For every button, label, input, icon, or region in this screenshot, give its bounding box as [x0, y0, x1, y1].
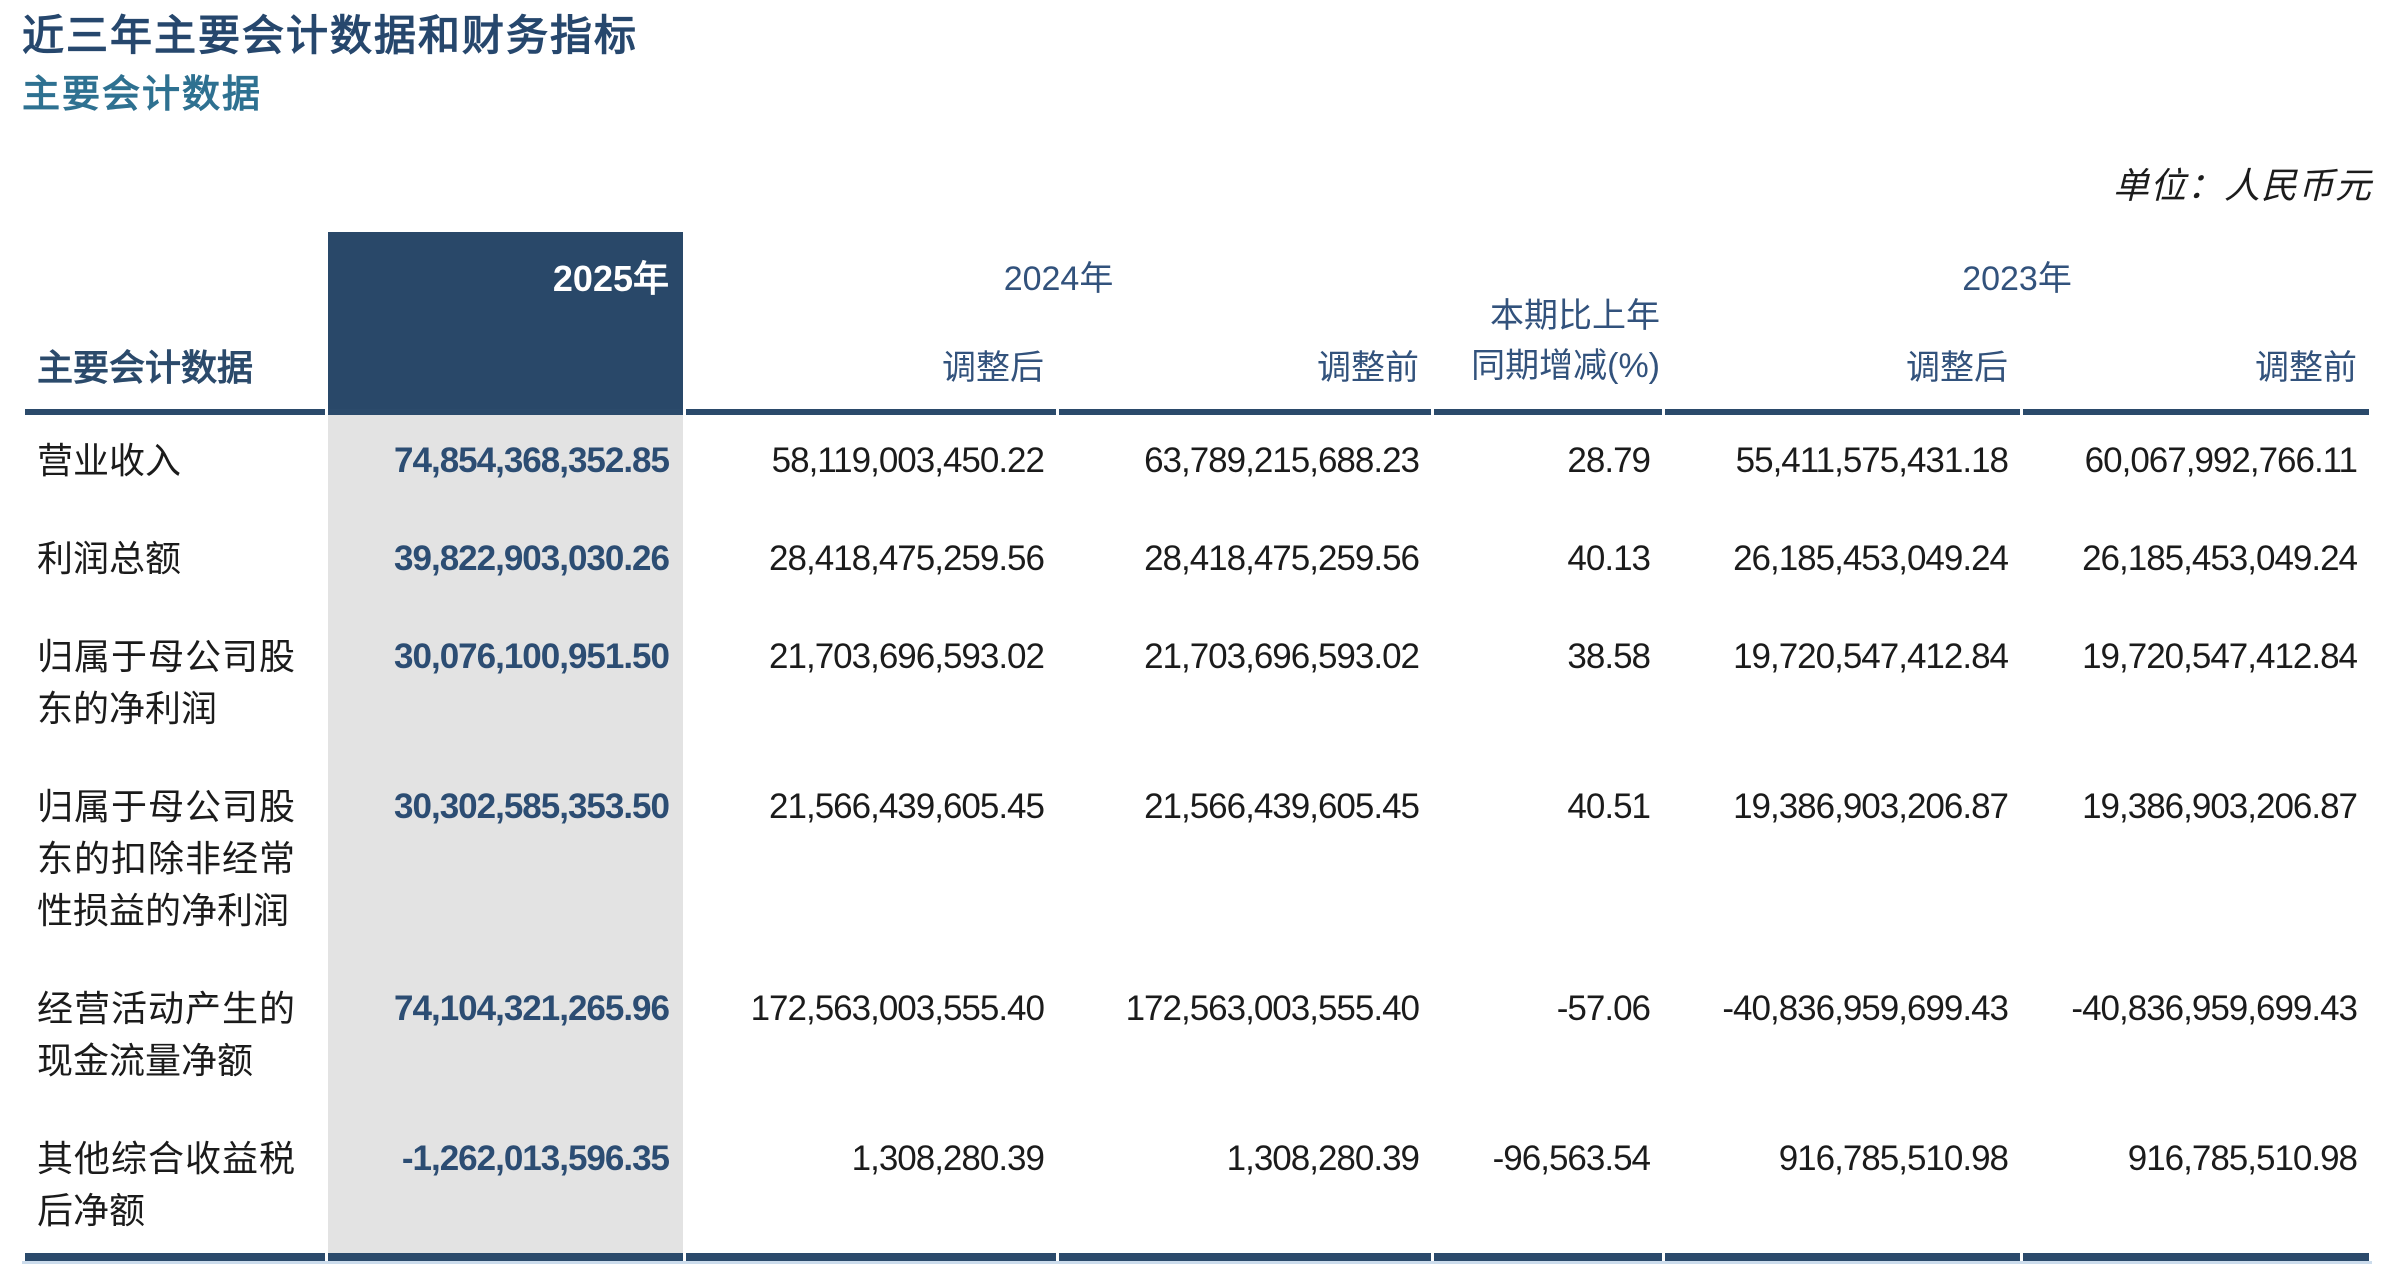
cell-2025: -1,262,013,596.35 [328, 1113, 683, 1261]
row-label: 利润总额 [37, 538, 182, 579]
section-subtitle: 主要会计数据 [22, 74, 263, 116]
col-header-yoy-change: 本期比上年 同期增减(%) [1434, 232, 1663, 415]
cell-2023-adjusted: 26,185,453,049.24 [1733, 539, 2009, 578]
cell-2024-adjusted: 58,119,003,450.22 [771, 441, 1045, 480]
col-header-2023-preadjustment: 调整前 [2023, 304, 2370, 415]
row-label: 经营活动产生的现金流量净额 [37, 988, 295, 1081]
cell-2024-preadjustment: 21,566,439,605.45 [1144, 787, 1420, 826]
table-bottom-rule [22, 1261, 2372, 1264]
cell-2023-adjusted: 55,411,575,431.18 [1735, 441, 2009, 480]
cell-2024-preadjustment: 172,563,003,555.40 [1125, 989, 1420, 1028]
header-row-subcolumns: 调整后 调整前 调整后 调整前 [25, 304, 2370, 415]
table-row: 归属于母公司股东的扣除非经常性损益的净利润 30,302,585,353.50 … [25, 761, 2369, 963]
col-header-2024: 2024年 [1003, 260, 1114, 298]
page-title: 近三年主要会计数据和财务指标 [22, 12, 639, 59]
corner-header: 主要会计数据 [25, 232, 325, 415]
cell-2024-adjusted: 21,703,696,593.02 [769, 637, 1045, 676]
row-label: 归属于母公司股东的扣除非经常性损益的净利润 [37, 786, 295, 931]
cell-2023-adjusted: 19,720,547,412.84 [1733, 637, 2009, 676]
cell-yoy-change: 38.58 [1567, 637, 1651, 676]
col-header-2024-adjusted: 调整后 [686, 304, 1056, 415]
cell-2024-adjusted: 1,308,280.39 [686, 1113, 1056, 1261]
cell-2024-adjusted: 172,563,003,555.40 [750, 989, 1045, 1028]
cell-yoy-change: -96,563.54 [1434, 1113, 1663, 1261]
cell-2023-adjusted: 19,386,903,206.87 [1733, 787, 2009, 826]
col-header-2024-preadjustment: 调整前 [1059, 304, 1432, 415]
row-label: 营业收入 [37, 440, 182, 481]
col-header-2025: 2025年 [328, 232, 683, 415]
cell-2024-preadjustment: 21,703,696,593.02 [1144, 637, 1420, 676]
cell-2025: 39,822,903,030.26 [328, 513, 683, 611]
cell-2023-adjusted: -40,836,959,699.43 [1722, 989, 2009, 1028]
cell-2023-adjusted: 916,785,510.98 [1665, 1113, 2021, 1261]
cell-yoy-change: -57.06 [1556, 989, 1651, 1028]
cell-2023-preadjustment: 26,185,453,049.24 [2082, 539, 2358, 578]
col-header-2023: 2023年 [1962, 260, 2072, 298]
cell-yoy-change: 40.51 [1567, 787, 1651, 826]
cell-yoy-change: 40.13 [1567, 539, 1651, 578]
table-row: 归属于母公司股东的净利润 30,076,100,951.50 21,703,69… [25, 611, 2369, 761]
table-row: 经营活动产生的现金流量净额 74,104,321,265.96 172,563,… [25, 963, 2369, 1113]
cell-yoy-change: 28.79 [1567, 441, 1651, 480]
cell-2024-preadjustment: 1,308,280.39 [1059, 1113, 1432, 1261]
cell-2023-preadjustment: 60,067,992,766.11 [2084, 441, 2358, 480]
cell-2023-preadjustment: 916,785,510.98 [2023, 1113, 2370, 1261]
cell-2023-preadjustment: -40,836,959,699.43 [2071, 989, 2358, 1028]
currency-unit-note: 单位：人民币元 [2112, 165, 2372, 206]
header-row-years: 主要会计数据 2025年 2024年 本期比上年 同期增减(%) 2023年 [25, 232, 2369, 415]
table-row: 营业收入 74,854,368,352.85 58,119,003,450.22… [25, 415, 2369, 513]
cell-2023-preadjustment: 19,720,547,412.84 [2082, 637, 2358, 676]
table-row: 利润总额 39,822,903,030.26 28,418,475,259.56… [25, 513, 2369, 611]
cell-2023-preadjustment: 19,386,903,206.87 [2082, 787, 2358, 826]
table-row: 其他综合收益税后净额 -1,262,013,596.35 1,308,280.3… [25, 1113, 2370, 1261]
row-label: 归属于母公司股东的净利润 [37, 636, 295, 729]
cell-2025: 30,076,100,951.50 [328, 611, 683, 761]
cell-2024-adjusted: 28,418,475,259.56 [769, 539, 1045, 578]
cell-2024-preadjustment: 63,789,215,688.23 [1144, 441, 1420, 480]
cell-2024-preadjustment: 28,418,475,259.56 [1144, 539, 1420, 578]
row-label: 其他综合收益税后净额 [25, 1113, 325, 1261]
accounting-data-table: 主要会计数据 2025年 2024年 本期比上年 同期增减(%) 2023年 调… [22, 232, 2372, 1261]
yoy-change-line1: 本期比上年 [1490, 297, 1661, 335]
col-header-2023-adjusted: 调整后 [1665, 304, 2021, 415]
cell-2025: 74,854,368,352.85 [328, 415, 683, 513]
cell-2025: 30,302,585,353.50 [328, 761, 683, 963]
cell-2024-adjusted: 21,566,439,605.45 [769, 787, 1045, 826]
cell-2025: 74,104,321,265.96 [328, 963, 683, 1113]
yoy-change-line2: 同期增减(%) [1471, 347, 1661, 385]
